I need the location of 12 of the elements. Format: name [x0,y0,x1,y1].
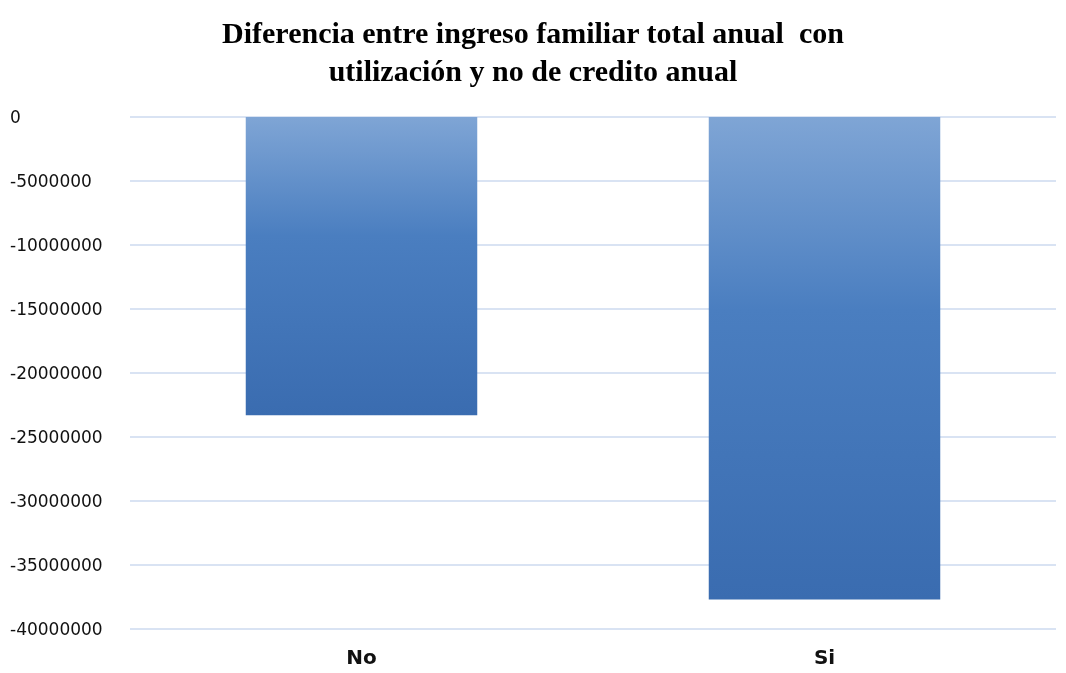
y-tick-label: -35000000 [10,555,103,575]
y-tick-label: -10000000 [10,235,103,255]
chart-title: Diferencia entre ingreso familiar total anual con utilización y no de credito anual [222,15,845,87]
y-tick-label: -40000000 [10,619,103,639]
x-tick-label: No [346,645,377,669]
y-tick-label: -30000000 [10,491,103,511]
y-tick-label: -15000000 [10,299,103,319]
x-tick-label: Si [813,645,836,669]
y-tick-label: -25000000 [10,427,103,447]
y-tick-label: -5000000 [10,171,92,191]
y-tick-label: 0 [10,107,21,127]
y-tick-label: -20000000 [10,363,103,383]
